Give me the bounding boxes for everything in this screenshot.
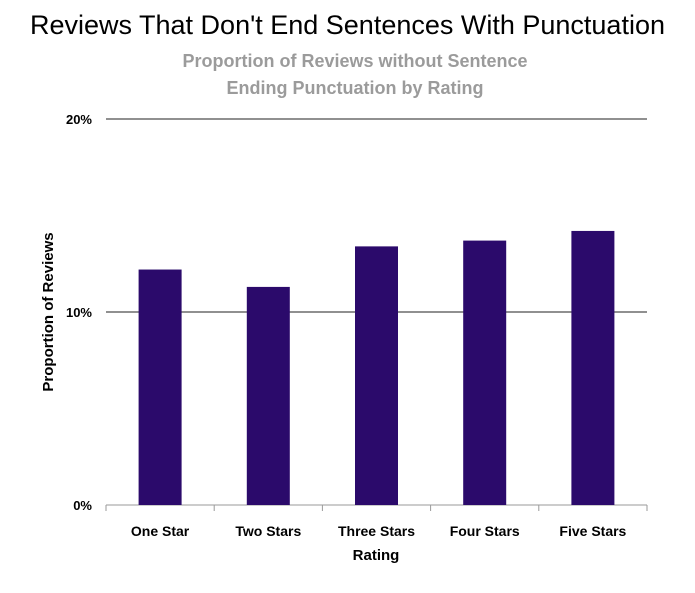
y-tick-label: 0% (73, 498, 92, 513)
bar-one-star (138, 269, 182, 505)
bars (138, 230, 615, 505)
bar-four-stars (463, 240, 507, 505)
bar-five-stars (571, 230, 615, 505)
x-axis-title: Rating (353, 547, 400, 564)
y-axis-title: Proportion of Reviews (40, 232, 57, 391)
y-axis-ticks: 0% 10% 20% (66, 112, 92, 513)
y-tick-label: 20% (66, 112, 92, 127)
x-tick-label: Four Stars (450, 523, 520, 539)
bar-three-stars (355, 246, 398, 505)
x-tick-label: Three Stars (338, 523, 415, 539)
x-axis-ticks: One Star Two Stars Three Stars Four Stars Fi… (105, 505, 648, 539)
x-tick-label: Five Stars (559, 523, 626, 539)
x-tick-label: Two Stars (235, 523, 301, 539)
bar-two-stars (246, 286, 290, 505)
chart-subtitle: Proportion of Reviews without Sentence E… (182, 51, 528, 98)
y-tick-label: 10% (66, 305, 92, 320)
chart-title: Reviews That Don't End Sentences With Pu… (29, 10, 665, 40)
x-tick-label: One Star (131, 523, 190, 539)
